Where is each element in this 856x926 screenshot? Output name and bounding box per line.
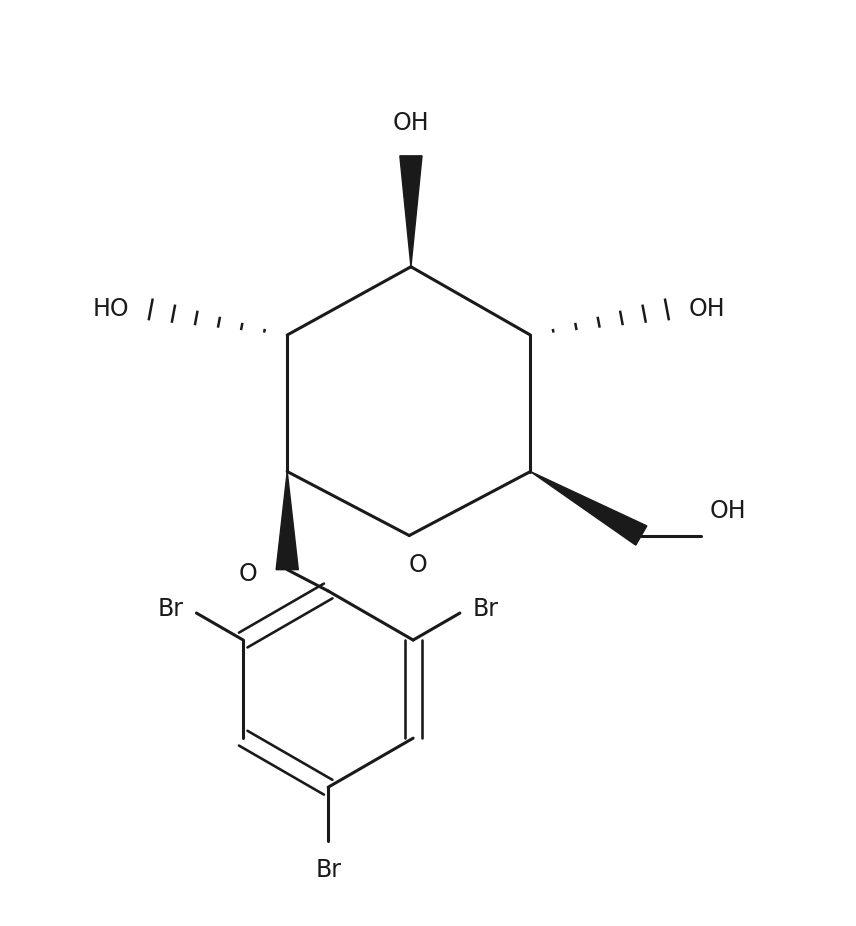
Polygon shape — [531, 471, 647, 545]
Text: OH: OH — [393, 110, 429, 134]
Text: O: O — [408, 553, 427, 577]
Polygon shape — [276, 471, 298, 569]
Text: OH: OH — [710, 499, 746, 522]
Text: O: O — [239, 562, 258, 586]
Text: Br: Br — [158, 596, 184, 620]
Text: Br: Br — [473, 596, 499, 620]
Text: HO: HO — [92, 297, 129, 321]
Polygon shape — [400, 156, 422, 267]
Text: OH: OH — [688, 297, 725, 321]
Text: Br: Br — [315, 858, 342, 882]
